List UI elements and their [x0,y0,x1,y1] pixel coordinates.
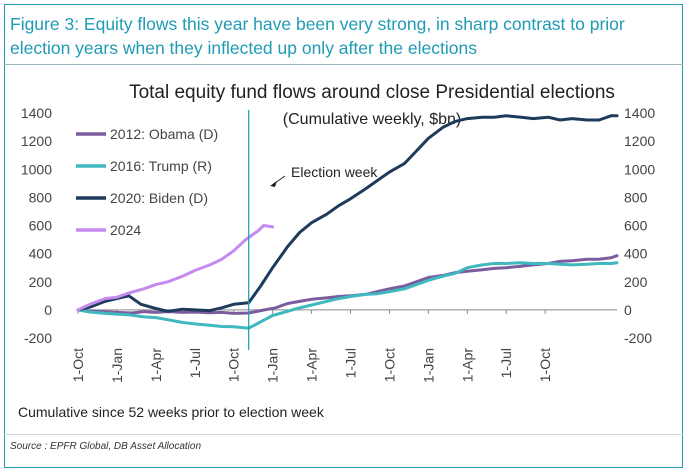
annotation: Election week [248,110,378,350]
y-tick-left: -200 [24,330,52,346]
x-tick-label: 1-Jul [342,348,358,378]
chart-title: Total equity fund flows around close Pre… [129,82,615,103]
x-tick-label: 1-Apr [459,348,475,383]
y-tick-left: 1400 [21,105,52,121]
x-tick-label: 1-Oct [226,348,242,382]
x-tick-label: 1-Apr [148,348,164,383]
x-tick-label: 1-Jul [498,348,514,378]
y-tick-right: -200 [624,330,652,346]
annotation-arrowhead [270,181,277,187]
legend: 2012: Obama (D) 2016: Trump (R) 2020: Bide… [76,126,218,238]
series-line-1 [76,261,619,330]
y-tick-right: 1000 [624,161,655,177]
x-tick-label: 1-Jan [265,348,281,383]
x-tick-label: 1-Jul [187,348,203,378]
y-tick-right: 600 [624,218,648,234]
y-tick-left: 800 [29,189,53,205]
caption-separator [4,64,683,65]
y-tick-left: 200 [29,274,53,290]
y-tick-left: 0 [44,302,52,318]
source-separator [4,434,683,435]
y-tick-left: 600 [29,218,53,234]
legend-label: 2016: Trump (R) [110,158,212,174]
axes: -200 -200 0 0 200 200 400 400 600 600 800 800 1000 10… [21,105,656,383]
x-tick-label: 1-Oct [381,348,397,382]
chart-subtitle: (Cumulative weekly, $bn) [283,111,461,128]
series-line-3 [76,224,275,312]
figure-caption: Figure 3: Equity flows this year have be… [10,14,625,58]
x-tick-label: 1-Jan [420,348,436,383]
series-lines [76,114,619,330]
annotation-label: Election week [291,164,378,180]
y-tick-right: 400 [624,246,648,262]
x-tick-label: 1-Oct [70,348,86,382]
chart-note: Cumulative since 52 weeks prior to elect… [18,404,324,420]
y-tick-left: 400 [29,246,53,262]
legend-label: 2012: Obama (D) [110,126,218,142]
x-tick-label: 1-Jan [109,348,125,383]
x-tick-label: 1-Apr [304,348,320,383]
legend-label: 2024 [110,222,141,238]
y-tick-right: 800 [624,189,648,205]
figure-frame [4,4,683,468]
series-line-2 [76,114,619,313]
y-tick-right: 200 [624,274,648,290]
source-text: Source : EPFR Global, DB Asset Allocatio… [10,441,202,452]
x-tick-label: 1-Oct [537,348,553,382]
y-tick-right: 1200 [624,133,655,149]
y-tick-right: 0 [624,302,632,318]
y-tick-left: 1000 [21,161,52,177]
y-tick-right: 1400 [624,105,655,121]
legend-label: 2020: Biden (D) [110,190,208,206]
y-tick-left: 1200 [21,133,52,149]
